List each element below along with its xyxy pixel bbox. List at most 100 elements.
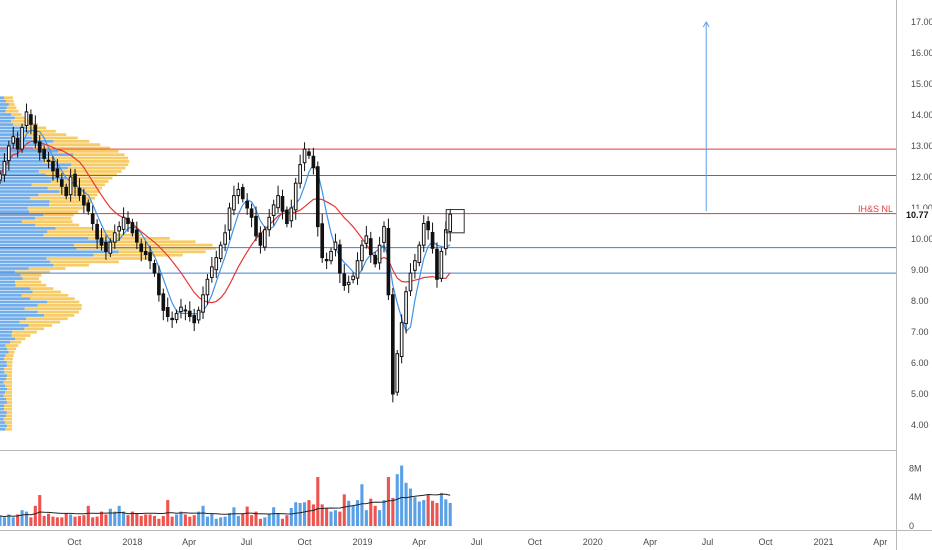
x-tick-label: Apr bbox=[412, 537, 426, 547]
volume-profile-up-row bbox=[0, 186, 48, 190]
volume-profile-down-row bbox=[28, 267, 66, 270]
volume-bar bbox=[325, 508, 329, 526]
volume-profile-up-row bbox=[0, 297, 31, 301]
volume-profile-down-row bbox=[73, 153, 125, 157]
volume-profile-down-row bbox=[33, 146, 111, 150]
volume-profile-up-row bbox=[0, 109, 6, 113]
volume-profile-down-row bbox=[6, 360, 13, 364]
volume-profile-up-row bbox=[0, 257, 47, 260]
volume-profile-up-row bbox=[0, 99, 6, 103]
candle-up bbox=[7, 145, 11, 162]
candle-down bbox=[152, 262, 157, 274]
x-tick-label: 2018 bbox=[122, 537, 142, 547]
candle-down bbox=[315, 166, 320, 228]
volume-profile-up-row bbox=[0, 317, 27, 321]
candle-down bbox=[157, 273, 161, 296]
volume-bar bbox=[431, 500, 435, 526]
volume-profile-down-row bbox=[4, 421, 12, 424]
candle-down bbox=[33, 124, 38, 144]
volume-bar bbox=[232, 507, 236, 526]
volume-bar bbox=[148, 514, 152, 526]
candle-down bbox=[320, 223, 325, 259]
volume-bar bbox=[435, 502, 439, 526]
volume-profile-up-row bbox=[0, 377, 7, 381]
volume-bar bbox=[108, 508, 112, 526]
volume-bar bbox=[351, 505, 355, 526]
x-tick-label: Oct bbox=[758, 537, 773, 547]
x-tick-label: Apr bbox=[643, 537, 657, 547]
x-tick-label: Oct bbox=[298, 537, 313, 547]
candle-down bbox=[170, 317, 174, 321]
volume-profile-down-row bbox=[49, 200, 92, 203]
volume-profile-up-row bbox=[0, 136, 33, 140]
candle-up bbox=[351, 275, 355, 281]
candle-up bbox=[11, 136, 16, 144]
volume-profile-up-row bbox=[0, 344, 6, 347]
volume-bar bbox=[38, 495, 42, 526]
volume-profile-down-row bbox=[5, 384, 13, 388]
volume-profile-down-row bbox=[67, 166, 126, 170]
volume-profile-up-row bbox=[0, 166, 68, 170]
volume-bar bbox=[20, 510, 24, 526]
volume-bar bbox=[298, 502, 302, 526]
candle-down bbox=[135, 229, 139, 243]
candle-up bbox=[439, 250, 444, 279]
volume-profile-up-row bbox=[0, 133, 21, 136]
candle-down bbox=[342, 273, 347, 286]
volume-profile-down-row bbox=[6, 364, 13, 367]
volume-bar bbox=[0, 515, 2, 526]
volume-profile-down-row bbox=[45, 173, 117, 177]
volume-profile-down-row bbox=[21, 293, 69, 297]
volume-profile-up-row bbox=[0, 240, 112, 244]
candle-down bbox=[90, 213, 95, 224]
candle-down bbox=[51, 161, 55, 172]
volume-profile-up-row bbox=[0, 300, 48, 304]
volume-profile-up-row bbox=[0, 267, 29, 270]
candle-up bbox=[236, 188, 241, 197]
volume-profile-down-row bbox=[118, 250, 206, 254]
volume-profile-down-row bbox=[53, 139, 90, 143]
volume-bar bbox=[144, 514, 148, 526]
volume-bar bbox=[161, 515, 165, 526]
volume-profile-up-row bbox=[0, 290, 33, 294]
volume-profile-down-row bbox=[5, 354, 14, 357]
volume-profile-down-row bbox=[22, 277, 40, 280]
volume-bar bbox=[210, 513, 214, 526]
volume-bar bbox=[444, 499, 448, 526]
candle-down bbox=[165, 307, 170, 318]
volume-bar bbox=[99, 511, 104, 526]
volume-profile-up-row bbox=[0, 193, 39, 197]
volume-bar bbox=[223, 516, 227, 526]
volume-bar bbox=[51, 516, 55, 526]
candle-down bbox=[435, 248, 439, 280]
candle-down bbox=[386, 227, 391, 296]
volume-profile-up-row bbox=[0, 283, 16, 287]
volume-bar bbox=[236, 515, 240, 526]
x-tick-label: Apr bbox=[182, 537, 196, 547]
candle-up bbox=[214, 257, 219, 271]
volume-profile-down-row bbox=[4, 407, 13, 411]
volume-profile-down-row bbox=[55, 226, 93, 230]
candle-up bbox=[218, 244, 223, 260]
volume-bar bbox=[113, 511, 117, 526]
volume-profile-down-row bbox=[35, 223, 80, 227]
volume-profile-down-row bbox=[6, 106, 17, 110]
volume-axis: 8M 4M 0 bbox=[909, 463, 922, 531]
candle-up bbox=[227, 207, 232, 231]
x-tick-label: Apr bbox=[873, 537, 887, 547]
volume-bar bbox=[360, 484, 364, 526]
candle-up bbox=[360, 244, 364, 262]
candle-up bbox=[364, 235, 369, 244]
candle-down bbox=[59, 179, 64, 187]
volume-bar bbox=[241, 513, 245, 526]
candle-down bbox=[77, 187, 82, 197]
candle-down bbox=[64, 186, 69, 197]
x-tick-label: Jul bbox=[471, 537, 483, 547]
volume-profile-down-row bbox=[3, 394, 13, 398]
volume-bar bbox=[404, 482, 408, 526]
x-tick-label: 2019 bbox=[353, 537, 373, 547]
candle-down bbox=[130, 222, 135, 234]
volume-profile-down-row bbox=[44, 143, 101, 147]
volume-profile-up-row bbox=[0, 139, 54, 143]
